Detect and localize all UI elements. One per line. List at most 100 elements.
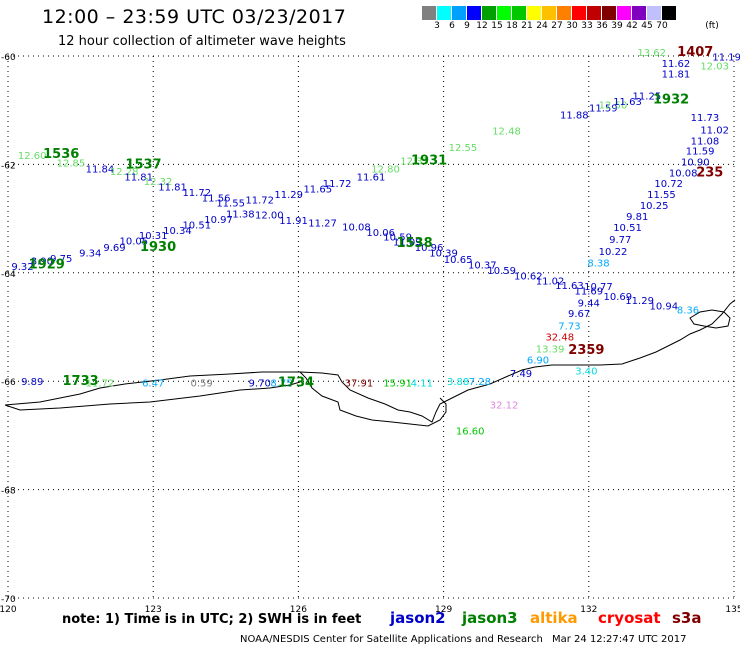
swh-label: 11.59 [589,103,618,114]
axis-tick-labels: 120 123 126 129 132 135 -60 -62 -64 -66 -68 -70 [0,53,740,615]
swh-label: 11.65 [303,185,332,196]
swh-label: 37.91 [345,379,374,390]
swh-label: 11.62 [662,59,691,70]
swh-label: 9.44 [578,298,600,309]
pass-time-label: 1734 [278,376,314,391]
scale-swatch [497,6,512,20]
scale-label: 39 [611,21,623,31]
scale-label: 24 [536,21,548,31]
swh-label: 10.65 [444,255,473,266]
swh-label: 11.73 [691,113,720,124]
x-tick-label: 129 [435,605,452,615]
scale-label: 42 [626,21,638,31]
x-tick-label: 120 [0,605,17,615]
antarctic-coastline-west [4,381,301,411]
scale-swatch [527,6,542,20]
swh-label: 11.59 [686,147,715,158]
swh-label: 8.38 [587,258,609,269]
scale-swatch [647,6,662,20]
swh-label: 13.39 [536,344,565,355]
scale-unit: (ft) [705,21,719,31]
y-tick-label: -60 [1,53,16,63]
swh-label: 10.31 [139,231,168,242]
x-tick-label: 126 [290,605,307,615]
swh-label: 16.60 [456,426,485,437]
swh-label: 10.51 [182,220,211,231]
y-tick-label: -66 [1,378,16,388]
swh-label: 10.69 [604,292,633,303]
swh-label: 9.77 [609,235,631,246]
swh-label: 6.47 [142,379,164,390]
swh-label: 15.91 [383,379,412,390]
y-tick-label: -68 [1,487,16,497]
pass-time-label: 1537 [125,158,161,173]
generated-timestamp: Mar 24 12:27:47 UTC 2017 [552,634,687,645]
swh-label: 10.08 [342,223,371,234]
swh-label: 10.08 [669,168,698,179]
swh-label: 12.50 [599,101,628,112]
swh-label: 11.63 [613,97,642,108]
x-tick-label: 132 [580,605,597,615]
swh-label: 10.22 [599,247,628,258]
scale-swatch [632,6,647,20]
antarctic-coastline-inlet [299,371,447,427]
pass-time-label: 1538 [396,236,432,251]
scale-label: 15 [491,21,503,31]
swh-label: 12.60 [18,151,47,162]
scale-swatch [542,6,557,20]
swh-label: 10.37 [468,260,497,271]
swh-label: 10.05 [120,237,149,248]
swh-label: 11.84 [86,165,115,176]
swh-label: 0.59 [190,379,212,390]
scale-label: 21 [521,21,533,31]
swh-label: 10.94 [649,302,678,313]
pass-time-label: 1536 [43,147,79,162]
scale-label: 3 [434,21,440,31]
swh-label: 11.88 [560,110,589,121]
swh-label: 11.27 [308,219,337,230]
swh-label: 9.69 [103,243,125,254]
swh-label: 10.25 [640,201,669,212]
swh-label: 11.29 [274,190,303,201]
swh-label: 10.39 [429,249,458,260]
map-grid [7,55,735,599]
pass-time-label: 2359 [568,343,604,358]
scale-label: 18 [506,21,518,31]
scale-swatch [467,6,482,20]
legend-jason2: jason2 [390,609,446,627]
legend-jason3: jason3 [462,609,518,627]
swh-label: 12.03 [700,62,729,73]
pass-time-label: 235 [696,165,723,180]
page-subtitle: 12 hour collection of altimeter wave hei… [58,34,346,49]
scale-swatch [482,6,497,20]
swh-label: 9.32 [11,262,33,273]
pass-time-label: 1931 [411,153,447,168]
y-tick-label: -64 [1,270,16,280]
scale-swatch [452,6,467,20]
swh-label: 10.62 [514,271,543,282]
coastal-island [689,309,731,329]
swh-label: 7.28 [469,377,491,388]
swh-label: 12.32 [144,177,173,188]
swh-label: 11.81 [662,70,691,81]
footer-note: note: 1) Time is in UTC; 2) SWH is in fe… [62,612,362,627]
swh-label: 10.72 [654,179,683,190]
y-tick-label: -70 [1,595,16,605]
swh-label: 11.72 [182,188,211,199]
swh-label: 11.72 [245,195,274,206]
color-scale-labels: 3 6 9 12 15 18 21 24 27 30 33 36 39 42 45 70 (ft) [422,21,740,33]
scale-swatch [512,6,527,20]
swh-label: 11.81 [158,182,187,193]
scale-swatch [437,6,452,20]
scale-swatch [602,6,617,20]
swh-label: 32.48 [545,333,574,344]
swh-label: 11.91 [279,216,308,227]
swh-label: 11.02 [700,126,729,137]
pass-time-label: 1733 [63,374,99,389]
swh-label: 11.55 [216,199,245,210]
color-scale [422,6,677,20]
swh-label: 11.38 [226,210,255,221]
y-tick-label: -62 [1,161,16,171]
scale-label: 27 [551,21,563,31]
